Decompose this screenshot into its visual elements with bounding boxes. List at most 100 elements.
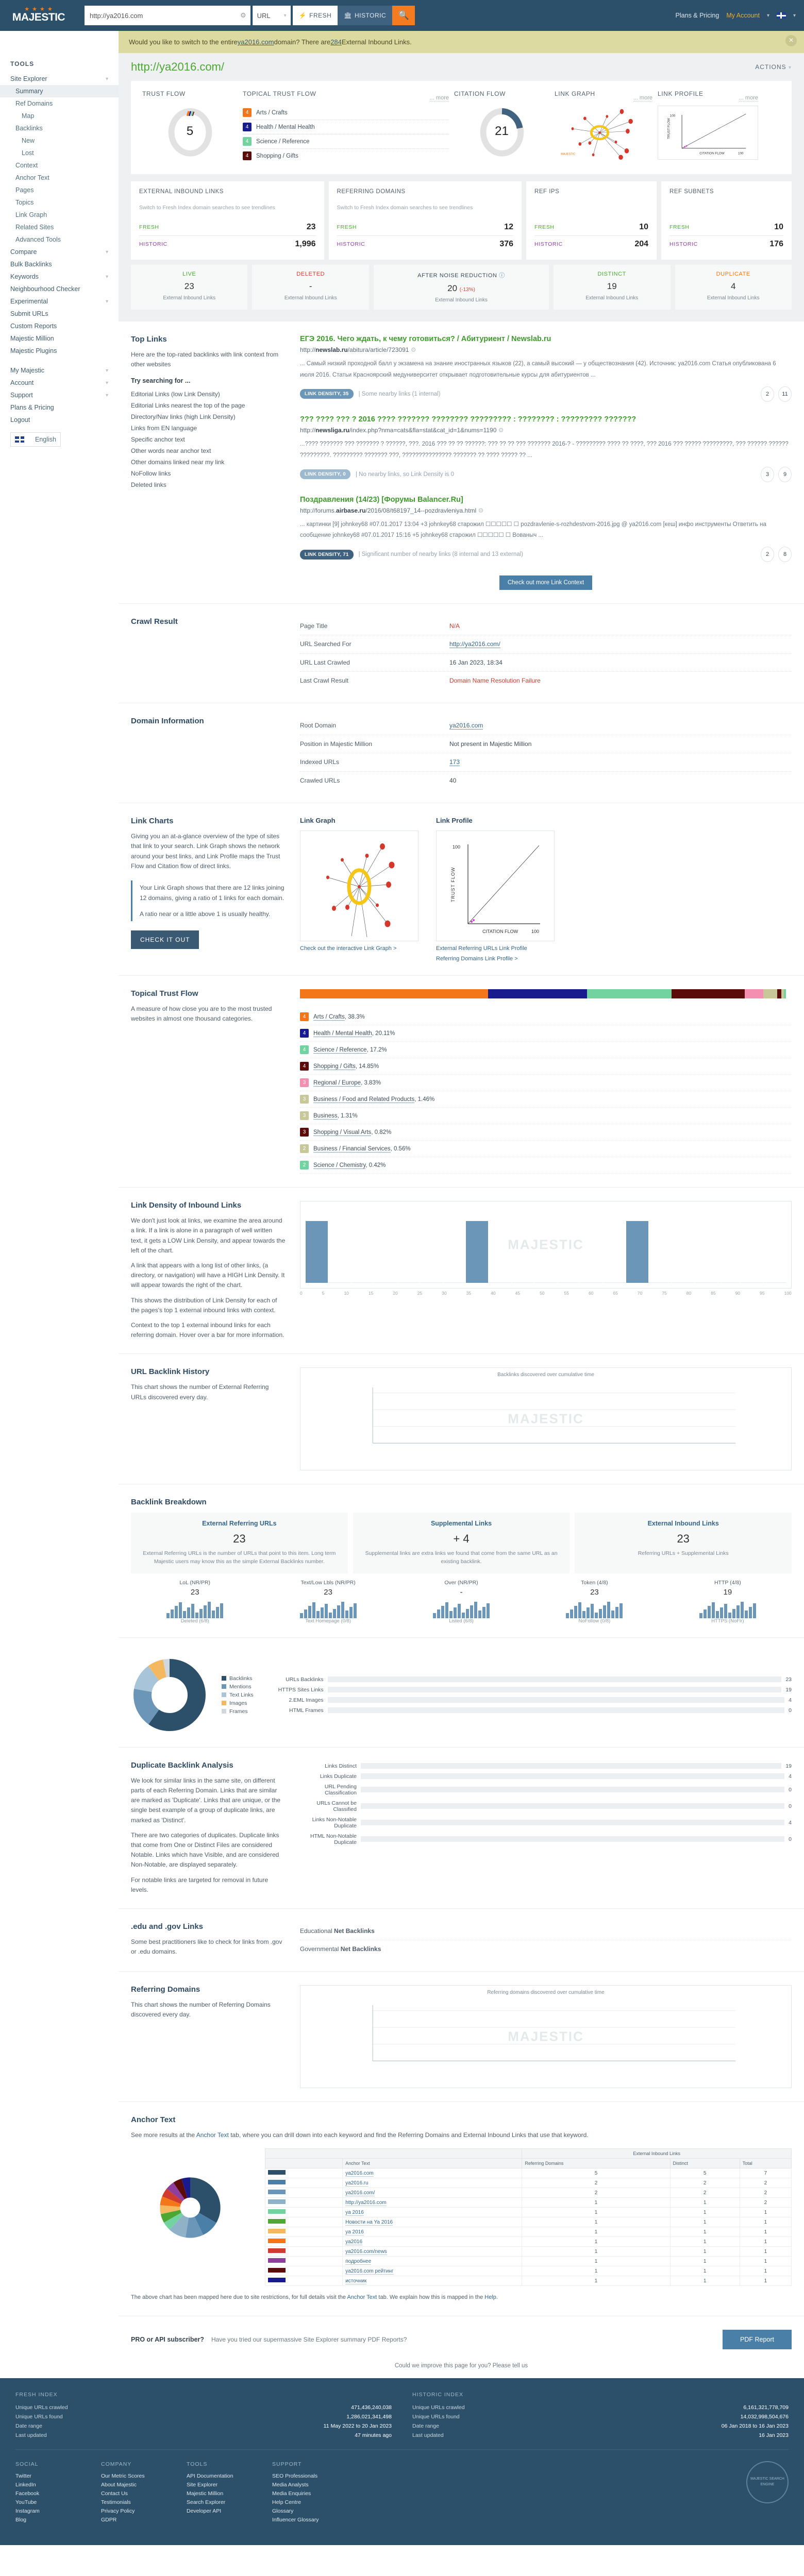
ttf-bar-segment[interactable]: [781, 989, 784, 999]
sidebar-item-account[interactable]: Account ▾: [0, 377, 119, 389]
anchor-text-cell[interactable]: ya2016: [342, 2236, 523, 2247]
histogram-bar[interactable]: [420, 1282, 443, 1283]
ttf-detail-row[interactable]: 2 Business / Financial Services, 0.56%: [300, 1141, 792, 1158]
histogram-bar[interactable]: [741, 1282, 763, 1283]
info-row-value[interactable]: ya2016.com: [449, 722, 483, 730]
footer-link[interactable]: About Majestic: [101, 2482, 137, 2488]
sidebar-item-summary[interactable]: Summary: [0, 85, 119, 97]
link-graph-chart[interactable]: [300, 831, 418, 942]
ttf-detail-row[interactable]: 4 Shopping / Gifts, 14.85%: [300, 1058, 792, 1075]
footer-link[interactable]: YouTube: [15, 2499, 37, 2506]
footer-link[interactable]: GDPR: [101, 2517, 117, 2523]
sidebar-item-lost[interactable]: Lost: [0, 147, 119, 159]
sidebar-item-related-sites[interactable]: Related Sites: [0, 221, 119, 233]
histogram-bar[interactable]: [695, 1282, 717, 1283]
histogram-bar[interactable]: [603, 1282, 626, 1283]
anchor-text-cell[interactable]: ya2016.com/: [342, 2188, 523, 2198]
table-row[interactable]: Новости на Ya 2016 1 1 1: [264, 2217, 792, 2228]
link-graph-more-link[interactable]: ... more: [633, 94, 652, 101]
anchor-text-cell[interactable]: ya 2016: [342, 2227, 523, 2238]
backlink-title[interactable]: Поздравления (14/23) [Форумы Balancer.Ru…: [300, 495, 463, 504]
search-settings-gear-icon[interactable]: ⚙: [240, 6, 250, 25]
histogram-bar[interactable]: [763, 1282, 786, 1283]
anchor-text-cell[interactable]: источник: [342, 2276, 523, 2286]
ttf-item[interactable]: 4 Health / Mental Health: [243, 120, 449, 134]
histogram-bar[interactable]: [374, 1282, 397, 1283]
sidebar-item-custom-reports[interactable]: Custom Reports: [0, 320, 119, 332]
table-row[interactable]: ya2016.com/2 2 2: [264, 2188, 792, 2198]
backlink-title[interactable]: ??? ???? ??? ? 2016 ???? ??????? ???????…: [300, 415, 636, 423]
try-search-link[interactable]: Directory/Nav links (high Link Density): [131, 413, 236, 420]
link-profile-more-link[interactable]: ... more: [739, 94, 758, 101]
language-selector[interactable]: English: [10, 432, 61, 447]
sidebar-item-advanced-tools[interactable]: Advanced Tools: [0, 233, 119, 246]
table-row[interactable]: ya2016.com рейтинг 1 1 1: [264, 2266, 792, 2277]
table-row[interactable]: ya2016.ru 2 2 2: [264, 2178, 792, 2189]
ttf-bar-segment[interactable]: [672, 989, 745, 999]
table-row[interactable]: ya2016.com 5 5 7: [264, 2168, 792, 2179]
ubh-chart[interactable]: Backlinks discovered over cumulative tim…: [300, 1367, 792, 1471]
ttf-detail-row[interactable]: 4 Arts / Crafts, 38.3%: [300, 1009, 792, 1026]
table-row[interactable]: ya2016.com/news 1 1 1: [264, 2246, 792, 2257]
info-row-value[interactable]: 173: [449, 758, 460, 767]
ttf-detail-row[interactable]: 3 Business / Food and Related Products, 1…: [300, 1091, 792, 1108]
anchor-donut-slice[interactable]: [160, 2177, 221, 2238]
ttf-detail-row[interactable]: 3 Business, 1.31%: [300, 1108, 792, 1125]
histogram-bar[interactable]: [489, 1282, 511, 1283]
footer-link[interactable]: Privacy Policy: [101, 2508, 135, 2515]
anchor-donut-slice[interactable]: [160, 2177, 221, 2238]
try-search-link[interactable]: Links from EN language: [131, 424, 197, 432]
chevron-down-icon[interactable]: ▾: [793, 12, 796, 19]
histogram-bar[interactable]: [351, 1282, 374, 1283]
ttf-bar-segment[interactable]: [744, 989, 764, 999]
sidebar-item-pages[interactable]: Pages: [0, 184, 119, 196]
footer-link[interactable]: Glossary: [272, 2508, 294, 2515]
footer-link[interactable]: Facebook: [15, 2490, 40, 2497]
try-search-link[interactable]: NoFollow links: [131, 469, 171, 477]
ttf-bar-segment[interactable]: [300, 989, 489, 999]
refdom-chart[interactable]: Referring domains discovered over cumula…: [300, 1985, 792, 2088]
notice-count-link[interactable]: 284: [330, 38, 342, 46]
sidebar-item-majestic-plugins[interactable]: Majestic Plugins: [0, 345, 119, 357]
histogram-bar[interactable]: [534, 1282, 557, 1283]
footer-link[interactable]: SEO Professionals: [272, 2473, 318, 2480]
table-row[interactable]: источник 1 1 1: [264, 2276, 792, 2286]
check-it-out-button[interactable]: CHECK IT OUT: [131, 930, 199, 950]
histogram-bar[interactable]: [465, 1221, 489, 1283]
gear-icon[interactable]: ⚙: [498, 426, 504, 434]
ttf-bar-segment[interactable]: [777, 989, 781, 999]
histogram-bar[interactable]: [328, 1282, 351, 1283]
sidebar-item-map[interactable]: Map: [0, 110, 119, 122]
histogram-bar[interactable]: [672, 1282, 695, 1283]
link-graph-mini-svg[interactable]: MAJESTIC: [555, 106, 645, 160]
feedback-bar[interactable]: Could we improve this page for you? Plea…: [119, 2362, 804, 2378]
footer-link[interactable]: Developer API: [187, 2508, 222, 2515]
sidebar-item-plans-pricing[interactable]: Plans & Pricing: [0, 401, 119, 414]
anchor-text-cell[interactable]: ya2016.com: [342, 2168, 523, 2179]
footer-link[interactable]: Instagram: [15, 2508, 40, 2515]
link-profile-caption-2[interactable]: Referring Domains Link Profile >: [436, 956, 518, 962]
histogram-bar[interactable]: [580, 1282, 603, 1283]
pdf-report-button[interactable]: PDF Report: [723, 2329, 792, 2349]
footer-link[interactable]: Site Explorer: [187, 2482, 218, 2488]
anchor-text-cell[interactable]: http://ya2016.com: [342, 2197, 523, 2208]
sidebar-item-neighbourhood-checker[interactable]: Neighbourhood Checker: [0, 283, 119, 295]
topical-more-link[interactable]: ... more: [429, 94, 449, 101]
footer-link[interactable]: Majestic Million: [187, 2490, 224, 2497]
sidebar-item-link-graph[interactable]: Link Graph: [0, 209, 119, 221]
footer-link[interactable]: API Documentation: [187, 2473, 233, 2480]
footer-link[interactable]: Our Metric Scores: [101, 2473, 145, 2480]
ttf-bar-segment[interactable]: [770, 989, 777, 999]
anchor-text-cell[interactable]: ya2016.com/news: [342, 2246, 523, 2257]
help-icon[interactable]: ⓘ: [499, 272, 505, 279]
ttf-detail-row[interactable]: 3 Regional / Europe, 3.83%: [300, 1075, 792, 1092]
chevron-down-icon[interactable]: ▾: [766, 12, 769, 19]
ttf-detail-row[interactable]: 4 Science / Reference, 17.2%: [300, 1042, 792, 1059]
sidebar-item-backlinks[interactable]: Backlinks: [0, 122, 119, 134]
try-search-link[interactable]: Editorial Links nearest the top of the p…: [131, 401, 245, 409]
histogram-bar[interactable]: [717, 1282, 741, 1283]
info-row-value[interactable]: http://ya2016.com/: [449, 640, 500, 649]
histogram-bar[interactable]: [511, 1282, 534, 1283]
sidebar-item-anchor-text[interactable]: Anchor Text: [0, 172, 119, 184]
link-density-histogram[interactable]: MAJESTIC: [300, 1201, 792, 1289]
